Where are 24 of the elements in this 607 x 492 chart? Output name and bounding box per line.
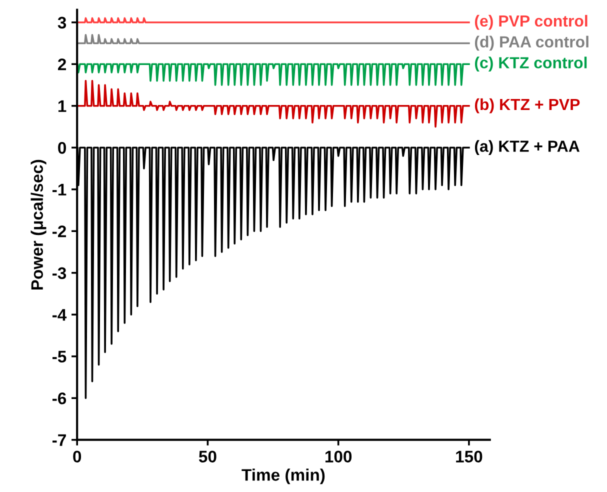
- y-tick-label: -5: [52, 350, 66, 363]
- y-tick-label: 1: [58, 100, 66, 112]
- x-tick-label: 150: [456, 450, 482, 463]
- series-label: (c) KTZ control: [474, 56, 587, 72]
- x-tick-label: 50: [198, 450, 216, 463]
- x-tick-label: 100: [325, 450, 352, 463]
- line-series: [77, 63, 470, 86]
- series-label: (a) KTZ + PAA: [474, 140, 580, 156]
- line-series: [77, 80, 470, 128]
- series-label: (e) PVP control: [474, 14, 588, 30]
- y-tick-label: -3: [52, 267, 66, 280]
- series-label: (d) PAA control: [474, 36, 588, 51]
- x-tick-label: 0: [73, 450, 82, 463]
- y-tick-label: 3: [58, 16, 66, 29]
- series-label: (b) KTZ + PVP: [474, 98, 580, 114]
- y-tick-label: -7: [52, 434, 66, 446]
- y-tick-label: -4: [52, 309, 67, 321]
- y-axis-title: Power (μcal/sec): [30, 160, 46, 290]
- y-tick-label: 2: [58, 58, 66, 70]
- y-tick-label: -6: [52, 392, 66, 404]
- y-tick-label: 0: [58, 142, 66, 154]
- y-tick-label: -2: [52, 226, 66, 238]
- y-tick-label: -1: [52, 184, 66, 196]
- x-axis-title: Time (min): [242, 468, 325, 484]
